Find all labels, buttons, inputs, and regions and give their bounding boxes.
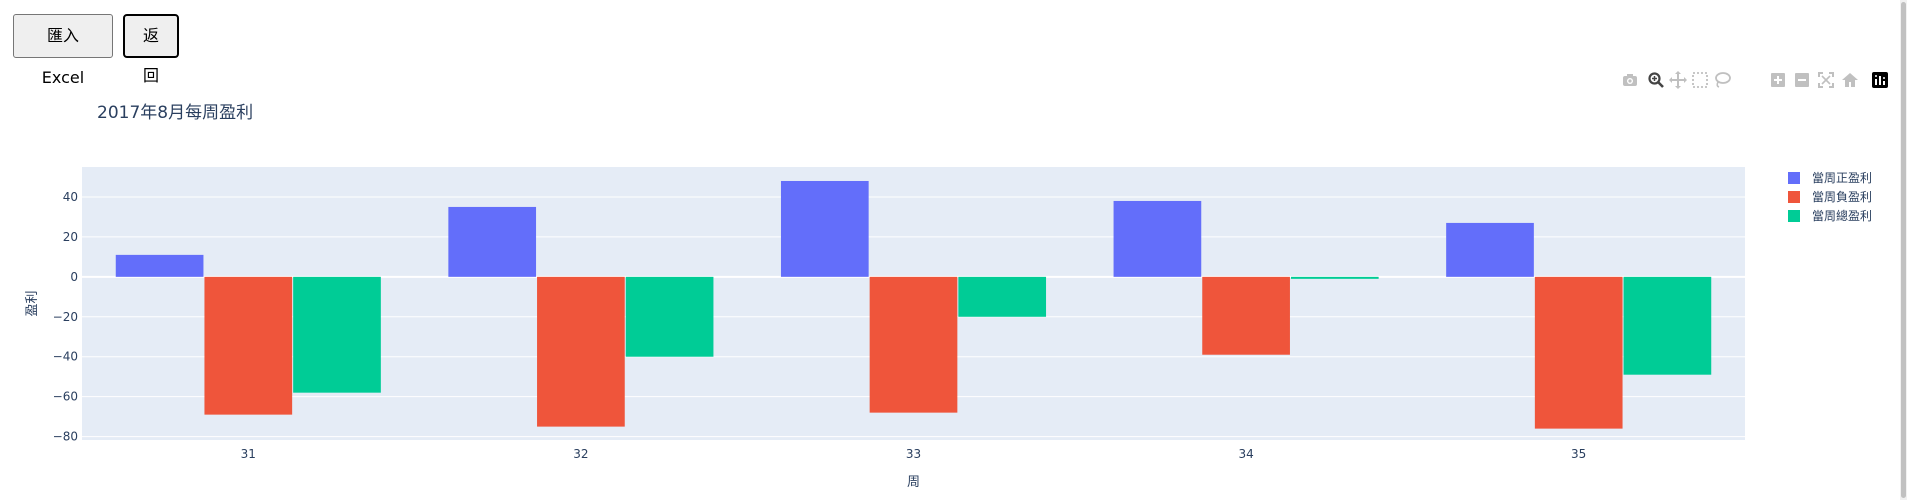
y-axis-ticks: 40 20 0 −20 −40 −60 −80 xyxy=(53,190,78,444)
zoom-out-icon[interactable] xyxy=(1792,70,1812,90)
back-button[interactable]: 返回 xyxy=(123,14,179,85)
legend-label: 當周正盈利 xyxy=(1812,171,1872,185)
plotly-logo-icon[interactable] xyxy=(1870,70,1890,90)
vertical-scrollbar[interactable] xyxy=(1900,0,1907,500)
x-tick-label: 35 xyxy=(1571,447,1586,461)
x-axis-ticks: 31 32 33 34 35 xyxy=(241,447,1587,461)
x-tick-label: 33 xyxy=(906,447,921,461)
bar-34-series-3 xyxy=(1290,276,1379,279)
bar-chart: 2017年8月每周盈利 40 20 0 −20 −40 −60 −80 31 32 33 34 35… xyxy=(25,103,1872,490)
legend-swatch xyxy=(1788,210,1800,222)
pan-icon[interactable] xyxy=(1668,70,1688,90)
legend-swatch xyxy=(1788,172,1800,184)
bar-32-series-1 xyxy=(448,206,537,277)
reset-axes-icon[interactable] xyxy=(1840,70,1860,90)
bar-33-series-3 xyxy=(958,276,1047,317)
y-tick-label: 0 xyxy=(70,270,78,284)
x-tick-label: 32 xyxy=(573,447,588,461)
bar-32-series-3 xyxy=(625,276,714,357)
x-tick-label: 34 xyxy=(1238,447,1253,461)
chart-title: 2017年8月每周盈利 xyxy=(97,103,253,123)
bar-35-series-2 xyxy=(1534,276,1623,429)
bar-31-series-1 xyxy=(115,254,204,277)
legend-label: 當周總盈利 xyxy=(1812,208,1872,223)
bar-35-series-3 xyxy=(1623,276,1712,375)
y-tick-label: 20 xyxy=(63,230,78,244)
y-tick-label: −60 xyxy=(53,390,78,404)
bar-32-series-2 xyxy=(537,276,625,427)
zoom-icon[interactable] xyxy=(1646,70,1666,90)
bar-34-series-1 xyxy=(1113,200,1202,277)
y-tick-label: 40 xyxy=(63,190,78,204)
autoscale-icon[interactable] xyxy=(1816,70,1836,90)
lasso-select-icon[interactable] xyxy=(1712,70,1732,90)
bar-34-series-2 xyxy=(1202,276,1290,355)
bar-35-series-1 xyxy=(1446,222,1534,277)
zoom-in-icon[interactable] xyxy=(1768,70,1788,90)
bar-31-series-3 xyxy=(293,276,381,393)
box-select-icon[interactable] xyxy=(1690,70,1710,90)
import-excel-button[interactable]: 匯入 Excel xyxy=(13,14,113,87)
y-tick-label: −80 xyxy=(53,430,78,444)
y-tick-label: −40 xyxy=(53,350,78,364)
bar-31-series-2 xyxy=(204,276,293,415)
y-axis-title: 盈利 xyxy=(25,290,40,316)
bars xyxy=(115,180,1712,429)
x-tick-label: 31 xyxy=(241,447,256,461)
bar-33-series-2 xyxy=(869,276,958,413)
bar-33-series-1 xyxy=(780,180,869,277)
legend-label: 當周負盈利 xyxy=(1812,190,1872,204)
camera-icon[interactable] xyxy=(1620,70,1640,90)
scrollbar-thumb[interactable] xyxy=(1901,2,1906,498)
x-axis-title: 周 xyxy=(907,475,920,490)
y-tick-label: −20 xyxy=(53,310,78,324)
legend-swatch xyxy=(1788,191,1800,203)
